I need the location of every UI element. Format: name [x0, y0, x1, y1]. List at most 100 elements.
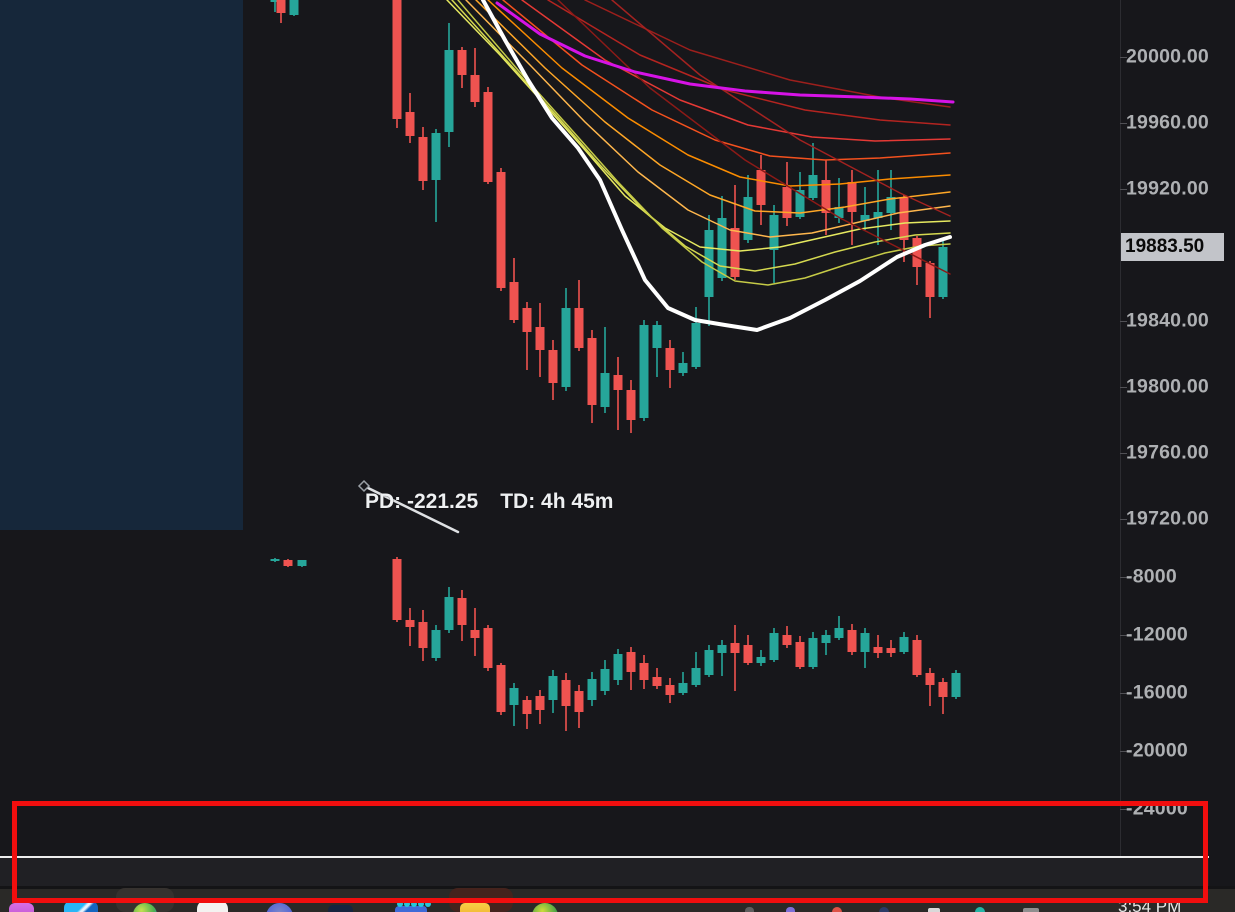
candle-body: [938, 247, 948, 297]
candle-body: [535, 327, 545, 350]
price-axis-tick: [1120, 387, 1127, 388]
candle-body: [704, 650, 714, 675]
candle-body: [743, 197, 753, 240]
tray-icon-5[interactable]: [928, 908, 940, 912]
candle-body: [276, 0, 286, 13]
ema-ribbon-orange-1: [465, 0, 951, 238]
candle-body: [730, 643, 740, 653]
trend-line-annotation: [357, 479, 460, 534]
candle-body: [873, 212, 883, 218]
candle-body: [574, 691, 584, 712]
delta-axis-tick: [1120, 577, 1127, 578]
candle-body: [769, 633, 779, 660]
candle-body: [392, 0, 402, 119]
chart-footer-strip: [0, 858, 1209, 886]
dock-icon-blue-design-app[interactable]: [64, 901, 98, 912]
trend-line[interactable]: [362, 484, 460, 534]
dock-icon-dark-navy-app[interactable]: [328, 905, 353, 912]
candle-body: [522, 308, 532, 332]
candle-body: [652, 325, 662, 348]
candle-body: [626, 652, 636, 672]
candle-body: [821, 635, 831, 643]
candle-body: [717, 645, 727, 653]
candle-body: [821, 180, 831, 213]
candle-body: [431, 133, 441, 180]
candle-body: [912, 238, 922, 267]
candle-body: [808, 638, 818, 667]
dock-icon-yellow-app[interactable]: [460, 903, 490, 912]
candle-body: [600, 669, 610, 691]
ema-ribbon-yellow-3: [457, 0, 951, 286]
watchlist-panel[interactable]: [0, 0, 243, 530]
ema-ribbon-orange-2: [475, 0, 951, 214]
candle-body: [297, 560, 307, 566]
candle-body: [483, 92, 493, 182]
delta-axis-label: -20000: [1126, 739, 1188, 762]
tray-icon-6[interactable]: [975, 907, 985, 912]
candle-body: [860, 215, 870, 221]
candle-body: [795, 190, 805, 217]
candle-body: [548, 676, 558, 700]
candle-body: [270, 0, 280, 2]
dock-divider: [0, 886, 1235, 889]
candle-body: [639, 663, 649, 680]
candle-body: [691, 668, 701, 685]
candle-body: [626, 390, 636, 420]
delta-axis-tick: [1120, 693, 1127, 694]
ma-white: [481, 0, 952, 332]
candle-body: [769, 215, 779, 250]
candle-body: [730, 228, 740, 277]
price-axis-border: [1120, 0, 1121, 889]
candle-body: [652, 677, 662, 686]
ma-ribbon: [446, 0, 955, 332]
price-axis-label: 19800.00: [1126, 375, 1209, 398]
dock-icon-pink-app[interactable]: [9, 903, 34, 912]
trend-line-handle[interactable]: [357, 479, 371, 493]
candle-body: [756, 170, 766, 205]
candle-body: [756, 657, 766, 663]
annotation-red-box: [12, 801, 1208, 903]
candle-body: [613, 654, 623, 680]
candle-body: [691, 323, 701, 367]
tray-icon-4[interactable]: [879, 907, 889, 912]
dock-icon-white-app[interactable]: [197, 900, 228, 912]
tray-icon-3[interactable]: [832, 907, 842, 912]
candle-body: [886, 197, 896, 213]
dock-icon-blue-calendar-app[interactable]: [395, 906, 427, 912]
delta-axis-tick: [1120, 751, 1127, 752]
tray-icon-2[interactable]: [786, 907, 795, 912]
price-axis-tick: [1120, 189, 1127, 190]
candle-body: [717, 218, 727, 278]
td-value: TD: 4h 45m: [500, 490, 614, 513]
tray-icon-1[interactable]: [745, 907, 754, 912]
delta-candles: [270, 557, 961, 731]
candle-body: [561, 680, 571, 706]
candle-body: [431, 630, 441, 658]
main-candles: [270, 0, 948, 433]
ema-ribbon-dark-red-1: [547, 0, 951, 126]
tray-icon-7[interactable]: [1023, 908, 1039, 912]
candle-body: [418, 622, 428, 648]
candle-body: [270, 559, 280, 561]
candle-body: [509, 688, 519, 705]
delta-axis-tick: [1120, 809, 1127, 810]
candle-body: [283, 560, 293, 566]
dock-icon-purple-circle-app[interactable]: [266, 903, 293, 912]
candle-body: [678, 683, 688, 693]
ema-ribbon-orange-3: [487, 0, 951, 187]
price-axis-label: 19920.00: [1126, 177, 1209, 200]
price-axis-tick: [1120, 519, 1127, 520]
ema-ribbon-deep-orange: [502, 0, 951, 161]
pd-td-overlay: PD: -221.25 TD: 4h 45m: [365, 490, 613, 514]
candle-body: [470, 75, 480, 102]
price-axis-tick: [1120, 123, 1127, 124]
candle-body: [782, 635, 792, 645]
candle-body: [951, 673, 961, 697]
price-axis-label: 19760.00: [1126, 441, 1209, 464]
dock-icon-globe-browser[interactable]: [133, 903, 157, 912]
dock-icon-globe-2[interactable]: [532, 903, 558, 912]
candle-body: [444, 50, 454, 132]
price-axis-label: 19840.00: [1126, 309, 1209, 332]
candle-body: [405, 620, 415, 627]
